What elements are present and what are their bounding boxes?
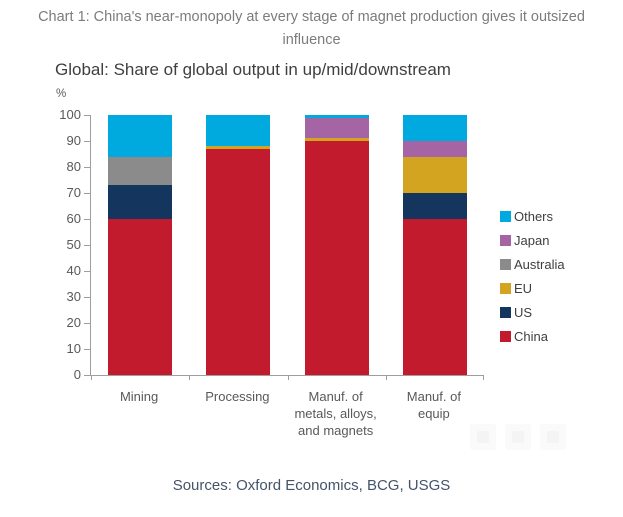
legend-swatch-china	[500, 330, 511, 342]
bar-manuf-of-equip-segment-others	[402, 115, 467, 141]
bar-manuf-of-equip-segment-china	[402, 219, 467, 375]
legend-swatch-eu	[500, 282, 511, 294]
bar-manuf-of-equip-segment-japan	[402, 141, 467, 157]
x-axis-label-manuf-of-metals-alloys-and-magnets: Manuf. of metals, alloys, and magnets	[294, 389, 377, 438]
y-tick-mark-50	[84, 244, 90, 246]
legend-label-us: US	[514, 304, 533, 320]
faded-share-icon-2	[505, 424, 531, 450]
x-axis-label-mining: Mining	[119, 389, 159, 404]
y-tick-mark-60	[84, 218, 90, 220]
y-tick-label-30: 30	[66, 289, 81, 304]
legend-swatch-others	[500, 210, 511, 222]
y-tick-mark-0	[84, 374, 90, 376]
y-tick-label-100: 100	[59, 107, 81, 122]
bar-manuf-of-equip-segment-us	[402, 193, 467, 219]
y-tick-label-0: 0	[73, 367, 81, 382]
x-tick-mark-2	[287, 375, 289, 380]
legend-item-china: China	[500, 328, 565, 344]
bar-manuf-of-metals-alloys-and-magnets-segment-japan	[304, 117, 369, 139]
x-tick-mark-4	[483, 375, 484, 380]
bar-manuf-of-metals-alloys-and-magnets-segment-china	[304, 141, 369, 375]
legend-label-eu: EU	[514, 280, 533, 296]
bar-mining-segment-australia	[108, 156, 173, 186]
y-tick-mark-80	[84, 166, 90, 168]
legend-swatch-japan	[500, 234, 511, 246]
figure-title: Chart 1: China's near-monopoly at every …	[38, 9, 585, 48]
y-tick-label-90: 90	[66, 133, 81, 148]
bar-processing-segment-china	[206, 148, 271, 375]
bar-processing-segment-others	[206, 115, 271, 147]
legend: Others Japan Australia EU US China	[500, 208, 565, 344]
y-tick-label-20: 20	[66, 315, 81, 330]
legend-swatch-australia	[500, 258, 511, 270]
legend-item-eu: EU	[500, 280, 565, 296]
y-tick-mark-90	[84, 140, 90, 142]
y-tick-label-60: 60	[66, 211, 81, 226]
y-tick-mark-30	[84, 296, 90, 298]
bar-manuf-of-metals-alloys-and-magnets-segment-eu	[304, 138, 369, 141]
x-axis-label-processing: Processing	[205, 389, 270, 404]
y-tick-mark-10	[84, 348, 90, 350]
y-axis-unit-label: %	[56, 88, 67, 100]
legend-item-japan: Japan	[500, 232, 565, 248]
bar-manuf-of-metals-alloys-and-magnets-segment-others	[304, 115, 369, 118]
y-tick-label-50: 50	[66, 237, 81, 252]
x-tick-mark-3	[385, 375, 387, 380]
bar-mining-segment-others	[108, 115, 173, 157]
y-tick-label-70: 70	[66, 185, 81, 200]
legend-label-australia: Australia	[514, 256, 565, 272]
bar-mining-segment-china	[108, 219, 173, 375]
legend-label-japan: Japan	[514, 232, 550, 248]
x-tick-mark-1	[189, 375, 191, 380]
bar-mining-segment-us	[108, 185, 173, 219]
watermark-icons	[470, 424, 566, 450]
y-tick-label-40: 40	[66, 263, 81, 278]
legend-item-us: US	[500, 304, 565, 320]
faded-share-icon-3	[540, 424, 566, 450]
sources-note: Sources: Oxford Economics, BCG, USGS	[172, 477, 451, 494]
bar-processing-segment-eu	[206, 146, 271, 149]
y-tick-mark-40	[84, 270, 90, 272]
plot-area: 0 10 20 30 40 50 60 70 80 90 100	[59, 107, 484, 382]
y-tick-label-10: 10	[66, 341, 81, 356]
x-tick-mark-0	[91, 375, 92, 380]
legend-swatch-us	[500, 306, 511, 318]
y-tick-label-80: 80	[66, 159, 81, 174]
x-axis-label-manuf-of-equip: Manuf. of equip	[406, 389, 461, 421]
legend-label-china: China	[514, 328, 548, 344]
y-tick-mark-20	[84, 322, 90, 324]
x-axis-labels: Mining Processing Manuf. of metals, alloys…	[90, 388, 484, 448]
legend-item-others: Others	[500, 208, 565, 224]
legend-item-australia: Australia	[500, 256, 565, 272]
faded-share-icon-1	[470, 424, 496, 450]
chart-subtitle: Global: Share of global output in up/mid…	[55, 60, 451, 79]
legend-label-others: Others	[514, 208, 554, 224]
y-tick-mark-70	[84, 192, 90, 194]
y-tick-mark-100	[84, 114, 90, 116]
bar-manuf-of-equip-segment-eu	[402, 156, 467, 193]
